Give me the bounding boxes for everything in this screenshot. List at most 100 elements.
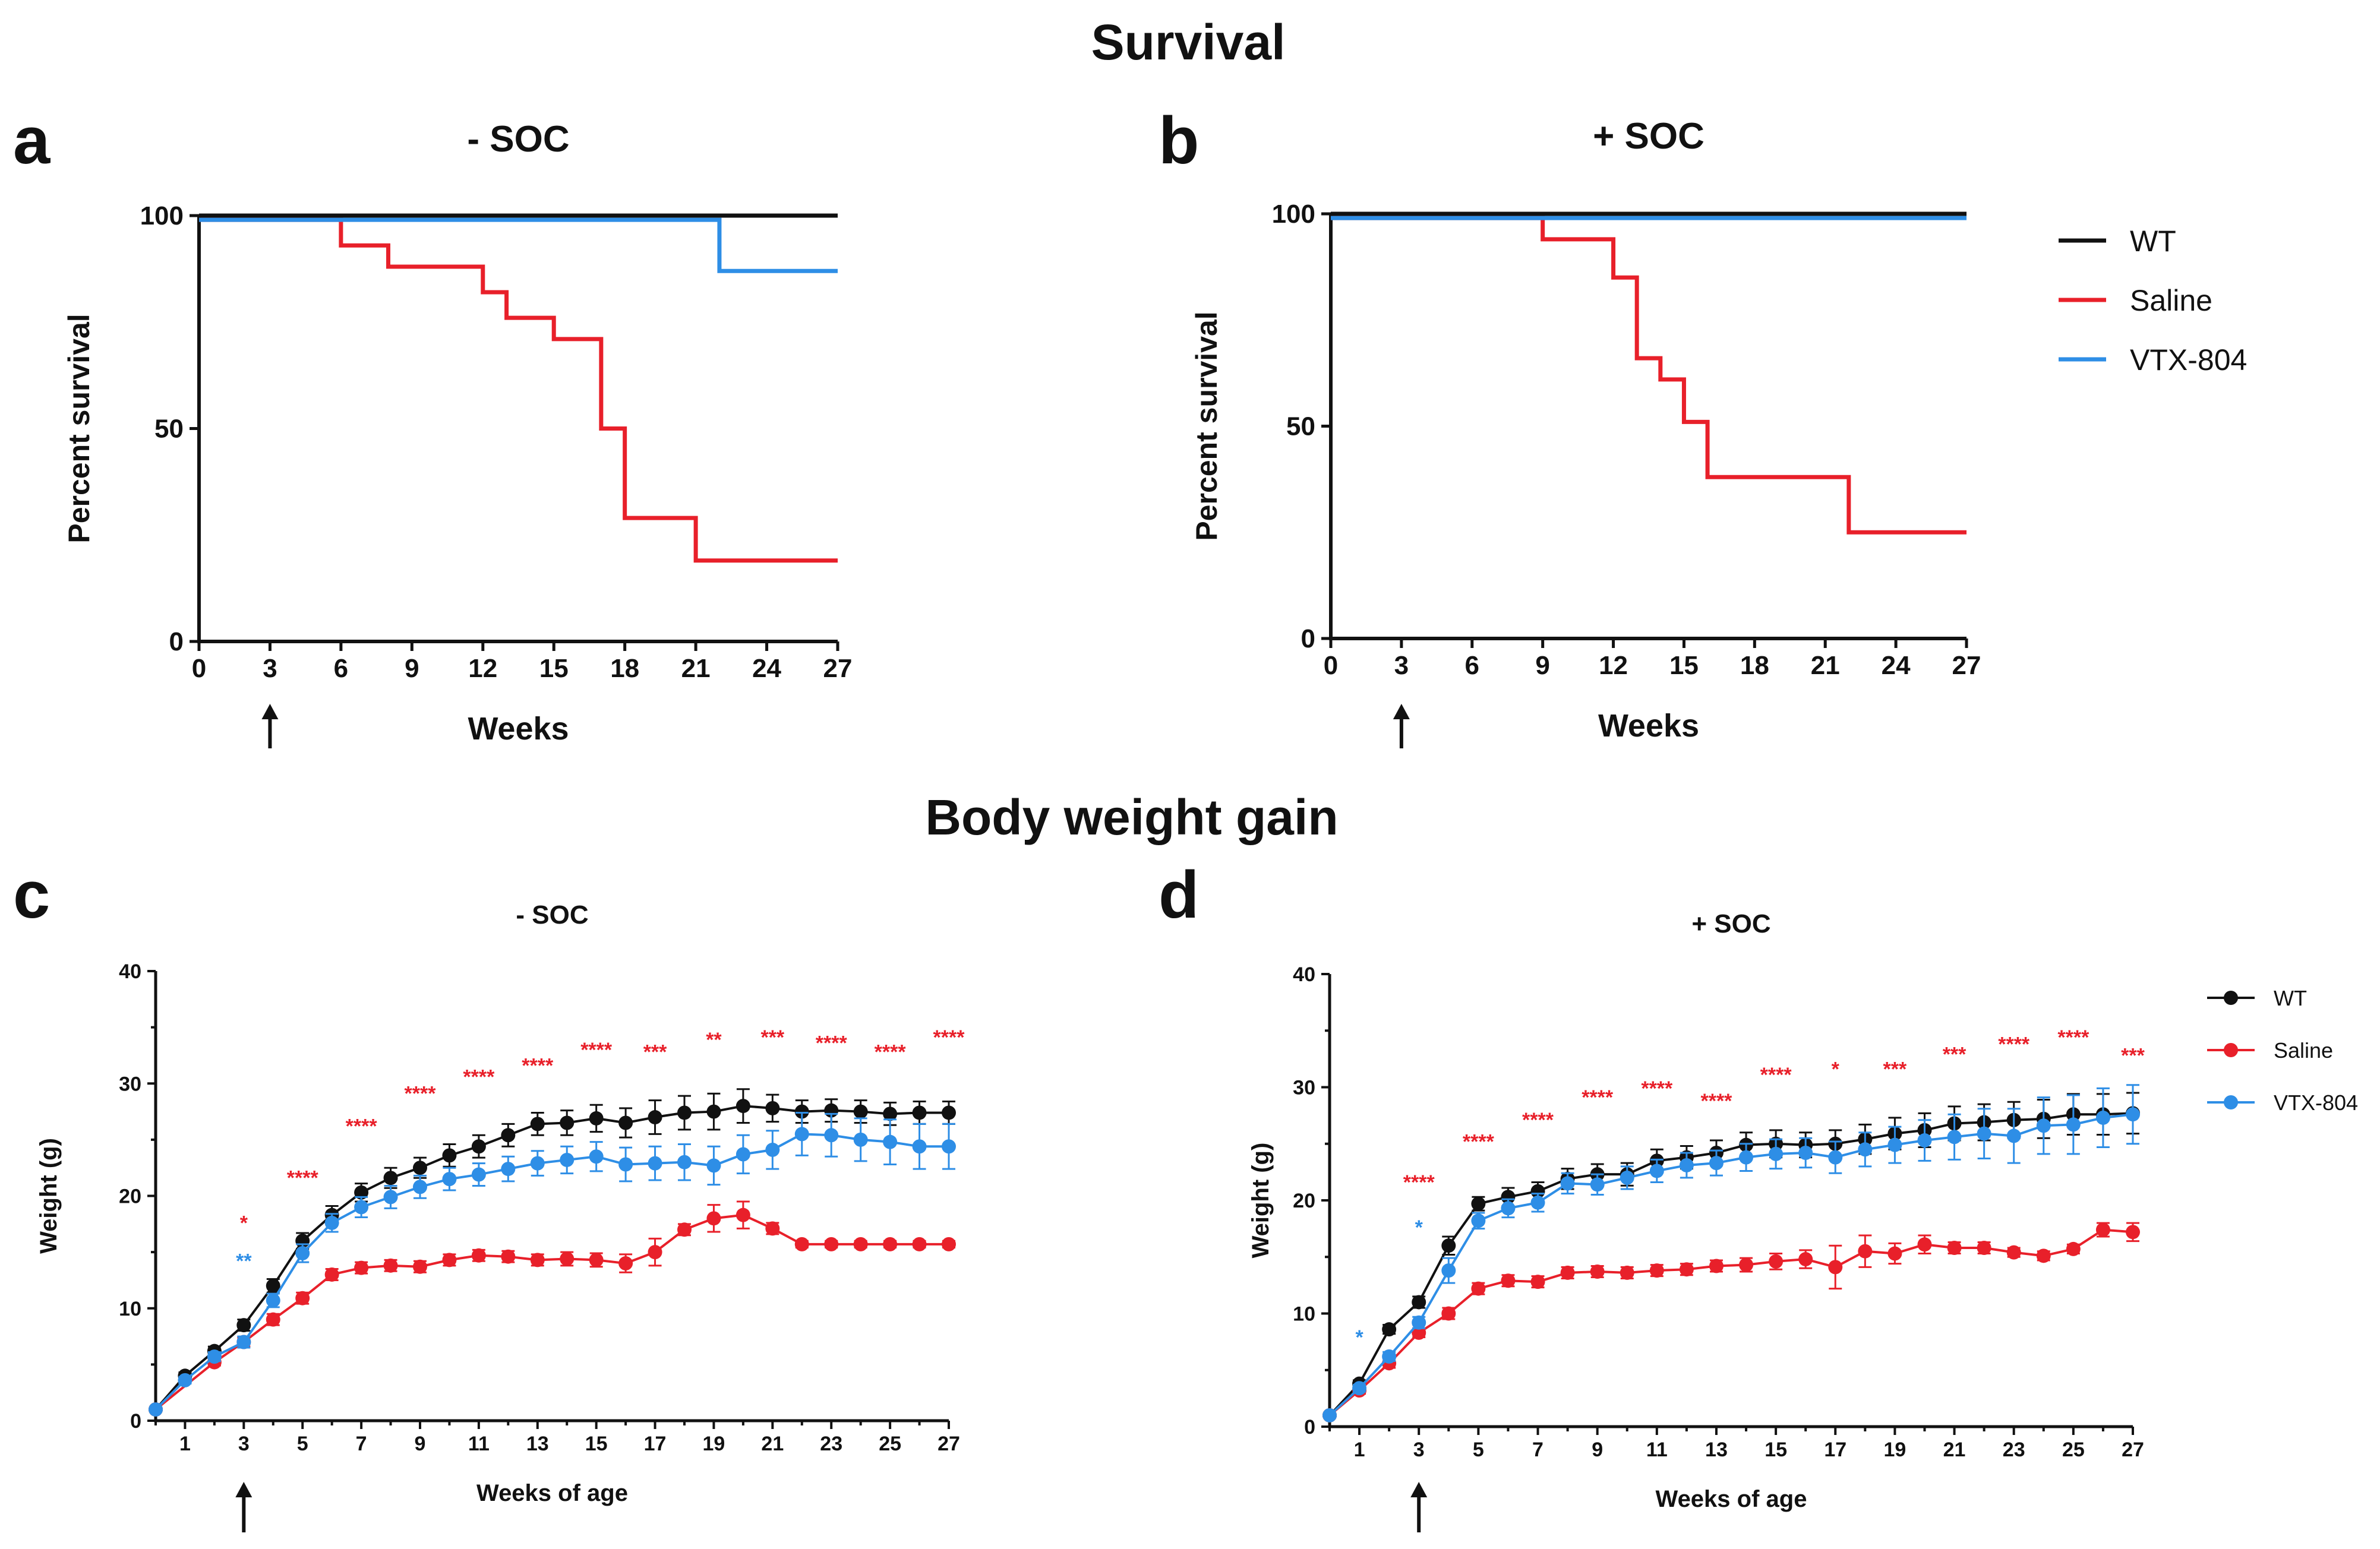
significance-annotation: **** <box>1403 1171 1435 1194</box>
significance-annotation: **** <box>1522 1109 1554 1131</box>
data-point-vtx-804 <box>2036 1118 2051 1133</box>
data-point-vtx-804 <box>1977 1126 1991 1141</box>
data-point-vtx-804 <box>824 1128 839 1143</box>
significance-annotation: **** <box>580 1039 613 1061</box>
x-tick-label: 18 <box>1740 651 1769 680</box>
significance-annotation: * <box>240 1212 248 1234</box>
data-point-saline <box>942 1237 956 1251</box>
data-point-wt <box>765 1101 780 1115</box>
y-axis-label: Weight (g) <box>1248 1143 1274 1259</box>
data-point-saline <box>1471 1281 1486 1296</box>
data-point-vtx-804 <box>1560 1176 1575 1191</box>
x-tick-label: 1 <box>1354 1439 1365 1461</box>
data-point-wt <box>942 1105 956 1120</box>
x-tick-label: 27 <box>938 1433 960 1455</box>
y-axis-label: Percent survival <box>1190 311 1223 540</box>
significance-annotation: **** <box>1582 1086 1614 1109</box>
legend-label-vtx-804: VTX-804 <box>2274 1090 2358 1115</box>
x-tick-label: 23 <box>2003 1439 2025 1461</box>
data-point-vtx-804 <box>266 1293 280 1308</box>
data-point-vtx-804 <box>589 1149 604 1164</box>
data-point-saline <box>2036 1248 2051 1263</box>
x-tick-label: 12 <box>468 654 497 683</box>
data-point-saline <box>1590 1265 1605 1279</box>
data-point-vtx-804 <box>1769 1146 1784 1161</box>
x-tick-label: 5 <box>1473 1439 1484 1461</box>
x-tick-label: 7 <box>356 1433 367 1455</box>
data-point-saline <box>1887 1246 1902 1261</box>
data-point-saline <box>1798 1252 1813 1267</box>
x-axis-label: Weeks of age <box>476 1480 628 1506</box>
data-point-wt <box>266 1278 280 1293</box>
significance-annotation: *** <box>1883 1058 1907 1080</box>
data-point-saline <box>1977 1241 1991 1256</box>
data-point-vtx-804 <box>560 1152 575 1167</box>
series-line-vtx-804 <box>1328 1113 2133 1417</box>
data-point-saline <box>1947 1241 1962 1256</box>
x-tick-label: 9 <box>415 1433 426 1455</box>
data-point-vtx-804 <box>1530 1195 1545 1210</box>
survival-line-vtx-804 <box>199 217 838 273</box>
data-point-vtx-804 <box>1382 1349 1397 1364</box>
data-point-saline <box>1828 1260 1843 1275</box>
x-tick-label: 13 <box>526 1433 549 1455</box>
data-point-wt <box>1412 1295 1426 1310</box>
data-point-vtx-804 <box>1887 1137 1902 1152</box>
data-point-saline <box>1739 1257 1754 1272</box>
legend-label-wt: WT <box>2274 986 2307 1010</box>
y-tick-label: 0 <box>1304 1416 1315 1439</box>
data-point-saline <box>471 1248 486 1263</box>
treatment-arrow-head <box>235 1482 252 1497</box>
data-point-saline <box>324 1267 339 1282</box>
x-tick-label: 24 <box>752 654 781 683</box>
data-point-saline <box>2006 1245 2021 1260</box>
data-point-vtx-804 <box>295 1246 310 1261</box>
series-line-wt <box>1328 1112 2133 1417</box>
x-tick-label: 21 <box>1943 1439 1966 1461</box>
data-point-vtx-804 <box>618 1157 633 1172</box>
data-point-saline <box>1560 1265 1575 1280</box>
data-point-vtx-804 <box>1739 1150 1754 1165</box>
x-axis-label: Weeks <box>1598 708 1699 744</box>
x-tick-label: 3 <box>263 654 277 683</box>
y-tick-label: 30 <box>1293 1077 1315 1099</box>
data-point-vtx-804 <box>1947 1130 1962 1145</box>
legend-marker-saline <box>2224 1043 2238 1057</box>
data-point-saline <box>824 1237 839 1251</box>
data-point-vtx-804 <box>2095 1110 2110 1125</box>
data-point-wt <box>853 1104 868 1119</box>
x-tick-label: 23 <box>820 1433 842 1455</box>
data-point-saline <box>1501 1273 1516 1288</box>
legend-label-saline: Saline <box>2274 1038 2333 1063</box>
data-point-wt <box>706 1104 721 1119</box>
x-tick-label: 21 <box>1811 651 1840 680</box>
x-tick-label: 17 <box>1824 1439 1846 1461</box>
y-axis-label: Percent survival <box>62 314 96 543</box>
x-tick-label: 17 <box>644 1433 667 1455</box>
y-axis-label: Weight (g) <box>36 1138 62 1254</box>
series-line-saline <box>1328 1228 2133 1417</box>
data-point-vtx-804 <box>765 1142 780 1157</box>
data-point-saline <box>618 1256 633 1271</box>
x-tick-label: 3 <box>1413 1439 1425 1461</box>
panel-letter-b: b <box>1159 103 1199 178</box>
significance-annotation: * <box>1832 1058 1840 1080</box>
data-point-vtx-804 <box>1620 1170 1634 1185</box>
data-point-saline <box>794 1237 809 1251</box>
data-point-saline <box>589 1253 604 1267</box>
data-point-wt <box>236 1318 251 1333</box>
data-point-wt <box>501 1128 516 1143</box>
data-point-vtx-804 <box>1709 1156 1724 1171</box>
data-point-saline <box>648 1245 662 1260</box>
data-point-vtx-804 <box>1441 1263 1456 1278</box>
data-point-wt <box>1501 1190 1516 1205</box>
x-tick-label: 21 <box>681 654 711 683</box>
significance-annotation: **** <box>287 1167 319 1190</box>
data-point-wt <box>471 1139 486 1154</box>
data-point-wt <box>794 1104 809 1119</box>
data-point-vtx-804 <box>383 1190 398 1205</box>
data-point-vtx-804 <box>149 1402 163 1417</box>
data-point-vtx-804 <box>1798 1145 1813 1160</box>
